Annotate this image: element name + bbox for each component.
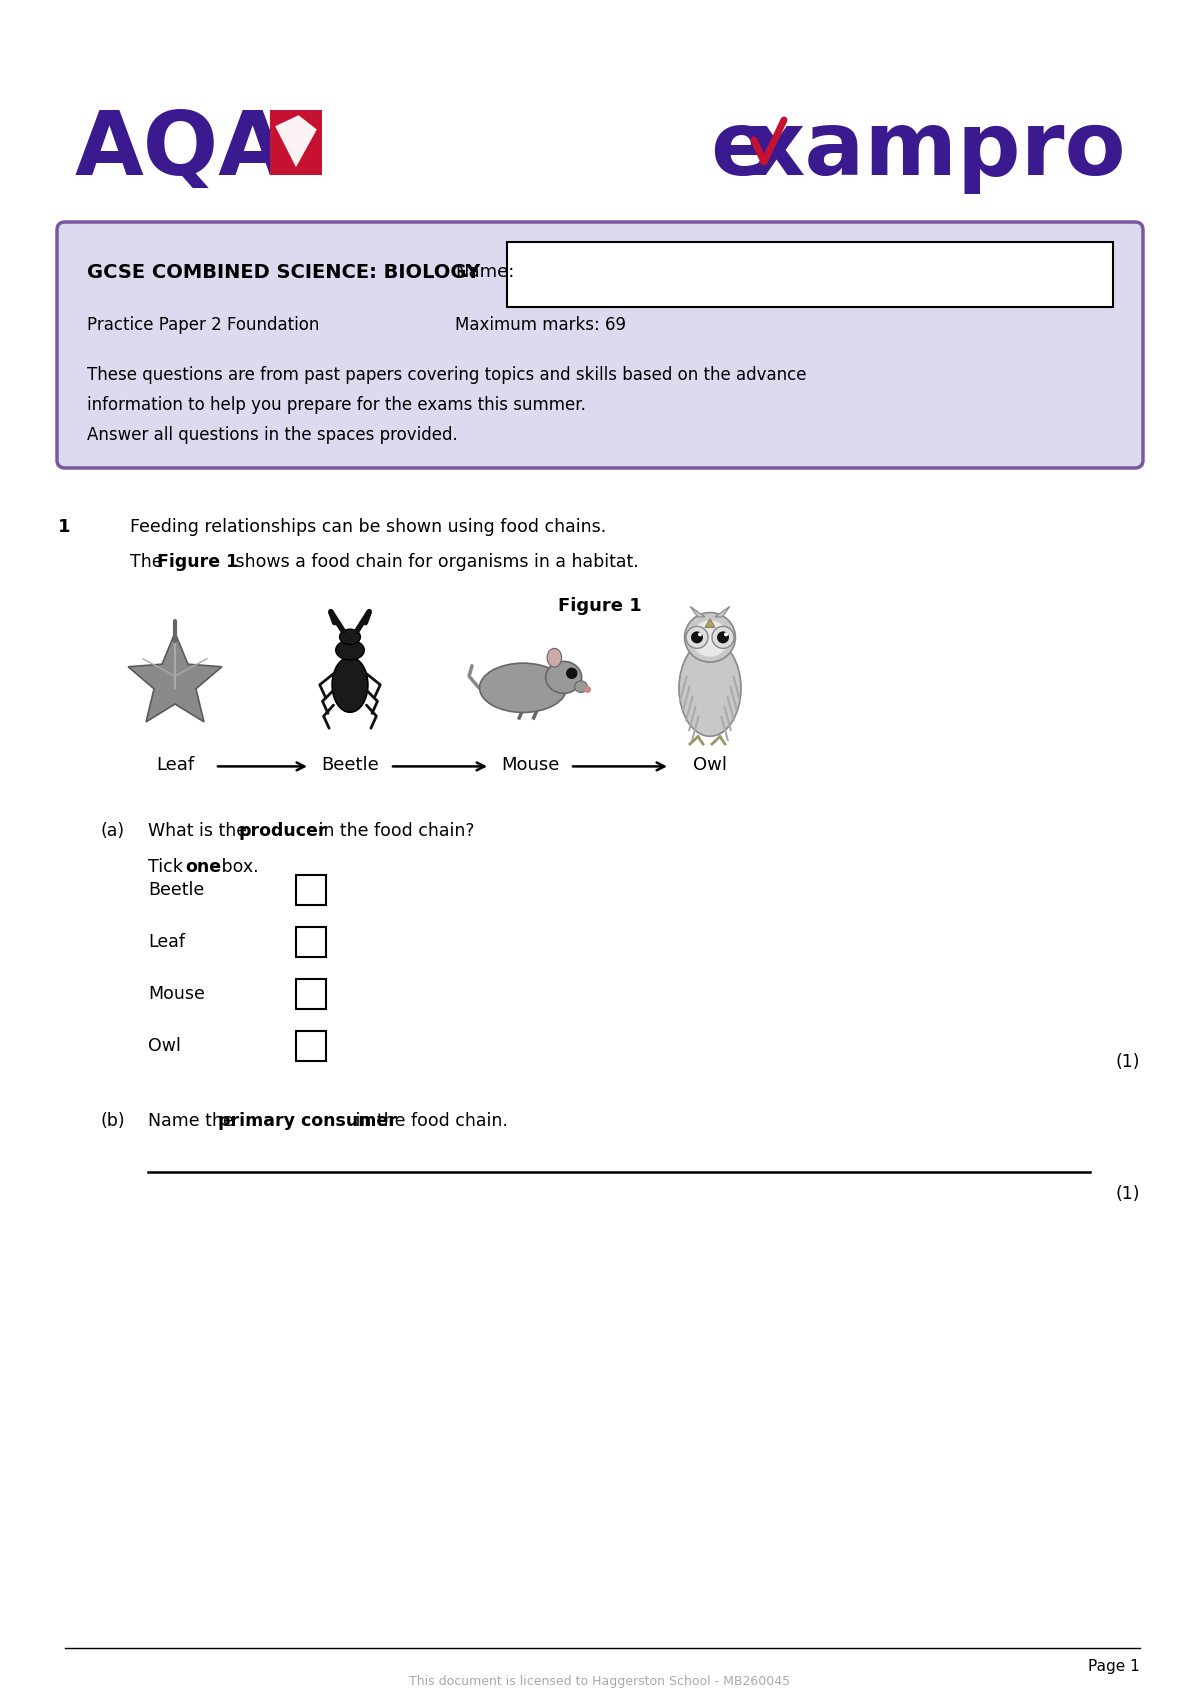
Text: The: The: [130, 553, 168, 570]
Text: Practice Paper 2 Foundation: Practice Paper 2 Foundation: [88, 316, 319, 334]
Text: primary consumer: primary consumer: [218, 1112, 397, 1130]
Circle shape: [718, 631, 730, 643]
Text: Mouse: Mouse: [500, 757, 559, 774]
Text: Beetle: Beetle: [322, 757, 379, 774]
Text: producer: producer: [238, 823, 326, 840]
Text: What is the: What is the: [148, 823, 253, 840]
Circle shape: [698, 633, 702, 636]
Text: xampro: xampro: [748, 107, 1127, 193]
Bar: [296, 927, 326, 957]
Bar: [296, 1032, 326, 1061]
Text: AQA: AQA: [74, 107, 288, 193]
Text: This document is licensed to Haggerston School - MB260045: This document is licensed to Haggerston …: [409, 1675, 791, 1689]
Text: Figure 1: Figure 1: [157, 553, 239, 570]
Text: (a): (a): [100, 823, 124, 840]
Text: Maximum marks: 69: Maximum marks: 69: [455, 316, 626, 334]
Ellipse shape: [691, 619, 730, 657]
Text: information to help you prepare for the exams this summer.: information to help you prepare for the …: [88, 395, 586, 414]
Text: GCSE COMBINED SCIENCE: BIOLOGY: GCSE COMBINED SCIENCE: BIOLOGY: [88, 263, 480, 282]
Text: Leaf: Leaf: [148, 933, 185, 952]
Text: These questions are from past papers covering topics and skills based on the adv: These questions are from past papers cov…: [88, 367, 806, 384]
Text: (b): (b): [100, 1112, 125, 1130]
Polygon shape: [706, 619, 715, 628]
Circle shape: [686, 626, 708, 648]
Ellipse shape: [480, 664, 566, 713]
Text: Figure 1: Figure 1: [558, 597, 642, 614]
Ellipse shape: [684, 613, 736, 662]
Text: Beetle: Beetle: [148, 881, 204, 899]
Text: Name:: Name:: [455, 263, 515, 282]
Bar: [508, 243, 1114, 307]
Text: (1): (1): [1116, 1185, 1140, 1203]
Text: Owl: Owl: [148, 1037, 181, 1056]
Text: Owl: Owl: [694, 757, 727, 774]
Text: Tick: Tick: [148, 859, 188, 876]
Circle shape: [724, 633, 728, 636]
Circle shape: [566, 669, 577, 679]
Text: 1: 1: [58, 518, 71, 536]
Text: Mouse: Mouse: [148, 986, 205, 1003]
Ellipse shape: [546, 662, 582, 694]
Text: Name the: Name the: [148, 1112, 239, 1130]
Ellipse shape: [575, 680, 588, 692]
Polygon shape: [275, 115, 317, 168]
Text: in the food chain.: in the food chain.: [350, 1112, 508, 1130]
Circle shape: [691, 631, 703, 643]
Ellipse shape: [332, 657, 368, 713]
FancyBboxPatch shape: [58, 222, 1142, 468]
Text: (1): (1): [1116, 1054, 1140, 1071]
Polygon shape: [128, 633, 222, 721]
Ellipse shape: [340, 630, 360, 645]
Text: Leaf: Leaf: [156, 757, 194, 774]
Ellipse shape: [679, 640, 742, 736]
Bar: [296, 876, 326, 906]
Text: Page 1: Page 1: [1088, 1658, 1140, 1673]
FancyBboxPatch shape: [270, 110, 322, 175]
Text: Answer all questions in the spaces provided.: Answer all questions in the spaces provi…: [88, 426, 457, 445]
Ellipse shape: [547, 648, 562, 667]
Ellipse shape: [336, 640, 365, 660]
Text: Feeding relationships can be shown using food chains.: Feeding relationships can be shown using…: [130, 518, 606, 536]
Circle shape: [712, 626, 734, 648]
Polygon shape: [715, 606, 730, 618]
Text: one: one: [185, 859, 221, 876]
Text: box.: box.: [216, 859, 259, 876]
Text: e: e: [710, 107, 770, 193]
Bar: [296, 979, 326, 1010]
Text: in the food chain?: in the food chain?: [313, 823, 474, 840]
Text: shows a food chain for organisms in a habitat.: shows a food chain for organisms in a ha…: [230, 553, 638, 570]
Polygon shape: [690, 606, 706, 618]
